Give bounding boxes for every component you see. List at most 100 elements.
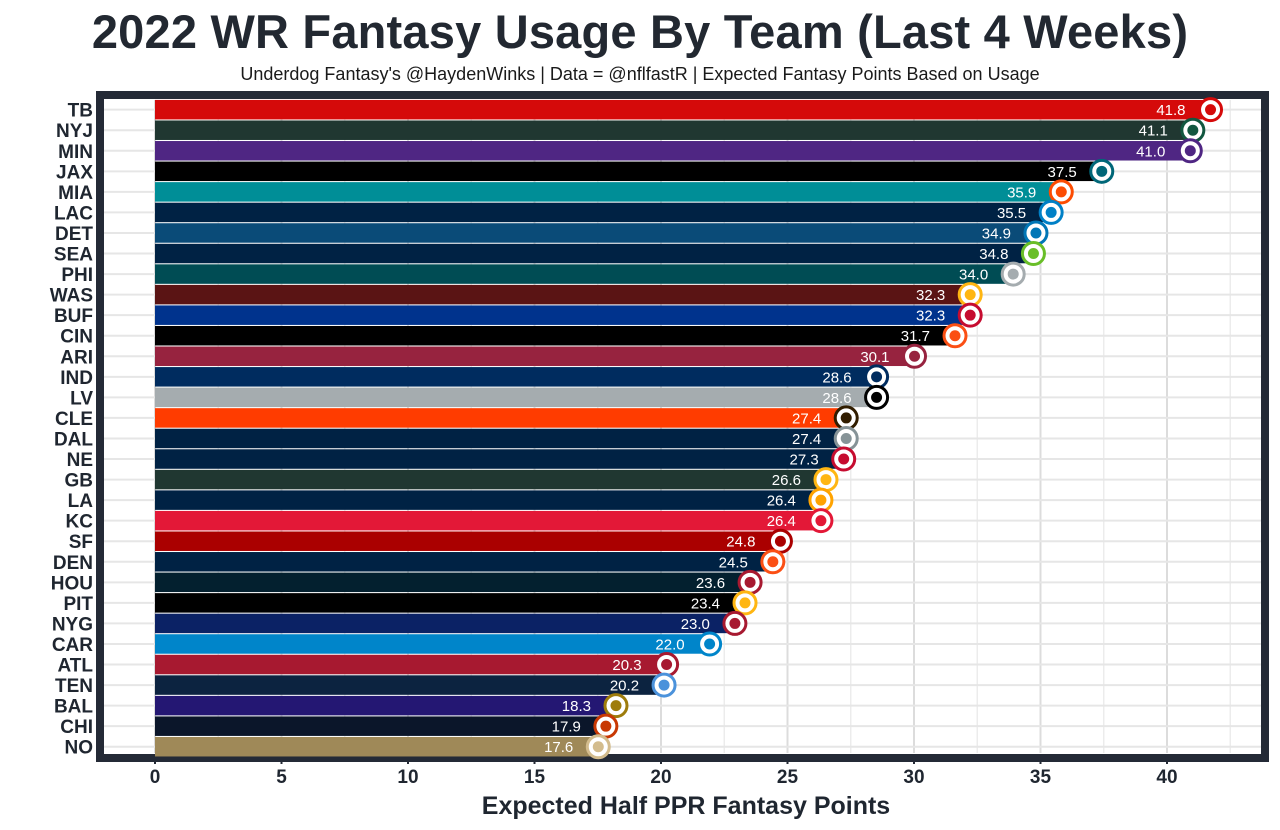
y-tick-labels: TBNYJMINJAXMIALACDETSEAPHIWASBUFCINARIIN… [50,101,94,759]
bar-min [155,141,1193,161]
bar-bal [155,695,618,716]
y-tick-label-ind: IND [60,368,93,389]
bar-phi [155,264,1016,284]
y-tick-label-no: NO [65,738,94,759]
team-logo-icon-sea [1020,241,1046,267]
x-axis-title: Expected Half PPR Fantasy Points [482,792,890,820]
x-tick-label: 30 [903,767,924,788]
team-logo-icon-sf [767,528,793,554]
team-logo-icon-kc [808,508,834,534]
bar-cle [155,408,849,428]
y-tick-label-det: DET [55,224,93,245]
value-label-den: 24.5 [719,554,748,571]
value-label-pit: 23.4 [691,595,720,612]
bar-car [155,634,712,654]
y-tick-label-ari: ARI [60,347,93,368]
value-label-cin: 31.7 [901,328,930,345]
chart-subtitle: Underdog Fantasy's @HaydenWinks | Data =… [240,64,1040,84]
bar-nyj [155,120,1195,140]
value-label-gb: 26.6 [772,472,801,489]
x-tick-label: 25 [777,767,799,788]
team-logo-icon-pit [732,590,758,616]
y-tick-label-buf: BUF [54,306,93,327]
team-logo-icon-den [760,549,786,575]
bar-lv [155,387,879,408]
x-tick-label: 10 [397,767,418,788]
value-label-sf: 24.8 [726,534,755,551]
value-label-kc: 26.4 [767,513,796,530]
x-tick-label: 35 [1030,767,1052,788]
value-label-car: 22.0 [655,636,684,653]
bar-det [155,223,1038,243]
y-tick-label-ne: NE [67,450,93,471]
team-logo-icon-no [585,734,611,760]
value-label-ari: 30.1 [860,349,889,366]
value-label-det: 34.9 [982,225,1011,242]
value-label-ne: 27.3 [789,452,818,469]
team-logo-icon-buf [957,302,983,328]
team-logo-icon-gb [813,467,839,493]
bar-hou [155,572,753,593]
y-tick-label-ten: TEN [55,676,93,697]
bar-lac [155,202,1054,223]
team-logo-icon-atl [654,652,680,678]
y-tick-label-sea: SEA [54,245,93,266]
value-label-la: 26.4 [767,493,796,510]
value-label-was: 32.3 [916,287,945,304]
bar-la [155,490,823,510]
bar-cin [155,325,958,346]
bars-layer [155,99,1213,757]
y-tick-label-den: DEN [53,553,93,574]
bar-den [155,552,775,572]
value-label-ten: 20.2 [610,678,639,695]
team-logo-icon-mia [1048,179,1074,205]
value-label-lv: 28.6 [822,390,851,407]
y-tick-label-cle: CLE [55,409,93,430]
value-label-jax: 37.5 [1048,164,1077,181]
value-label-sea: 34.8 [979,246,1008,263]
x-tick-labels: 0 5 10 15 20 25 30 35 40 [150,758,1178,788]
y-tick-label-car: CAR [52,635,93,656]
bar-buf [155,305,973,325]
x-tick-label: 0 [150,767,161,788]
bar-nyg [155,613,737,634]
team-logo-icon-cin [942,323,968,349]
value-label-bal: 18.3 [562,698,591,715]
team-logo-icon-la [808,487,834,513]
bar-pit [155,593,748,613]
y-tick-label-nyj: NYJ [56,121,93,142]
x-tick-label: 20 [650,767,671,788]
team-logo-icon-ten [651,672,677,698]
team-logo-icon-lv [864,384,890,410]
y-tick-label-jax: JAX [56,162,93,183]
panel-border [96,91,1269,762]
bar-ind [155,367,879,387]
value-label-cle: 27.4 [792,410,821,427]
bar-kc [155,510,823,531]
bar-chi [155,716,608,736]
y-tick-label-bal: BAL [54,697,93,718]
y-tick-label-lv: LV [70,388,93,409]
y-tick-label-chi: CHI [60,717,93,738]
value-label-min: 41.0 [1136,143,1165,160]
bar-was [155,284,973,305]
value-label-no: 17.6 [544,739,573,756]
bar-ari [155,346,917,367]
team-logo-icon-chi [593,713,619,739]
bar-sf [155,531,783,551]
y-tick-label-hou: HOU [51,573,93,594]
team-logo-icon-car [697,631,723,657]
y-tick-label-mia: MIA [58,183,93,204]
x-tick-label: 5 [276,767,287,788]
team-logo-icon-was [957,282,983,308]
y-tick-label-pit: PIT [63,594,93,615]
team-logo-icon-nyj [1180,117,1206,143]
y-tick-label-min: MIN [58,142,93,163]
y-tick-label-lac: LAC [54,203,93,224]
y-tick-label-atl: ATL [57,656,93,677]
team-logo-icon-jax [1089,158,1115,184]
team-logo-icon-nyg [722,610,748,636]
x-tick-label: 40 [1156,767,1177,788]
y-tick-label-was: WAS [50,286,93,307]
